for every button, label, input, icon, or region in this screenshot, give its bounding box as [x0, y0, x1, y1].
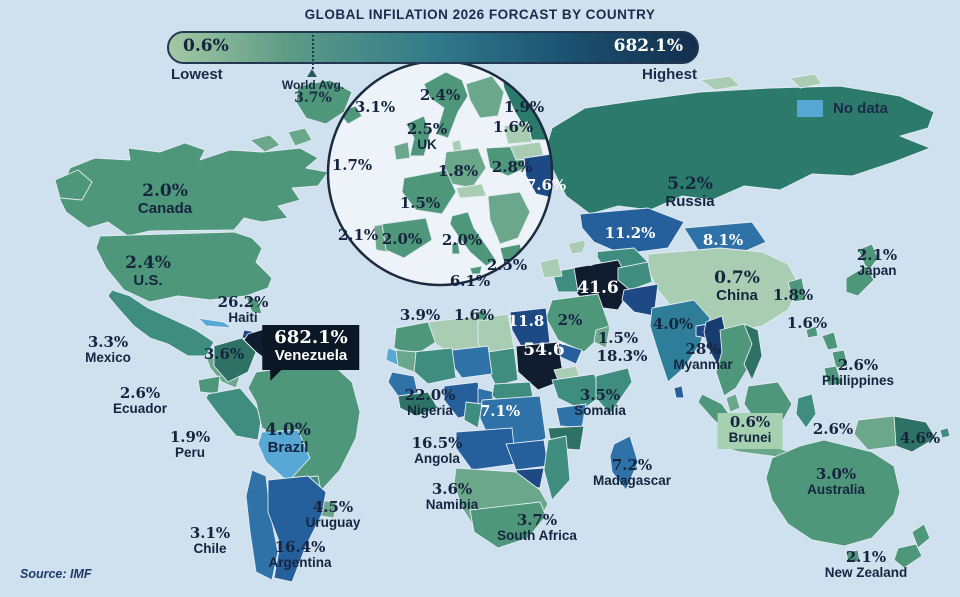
legend-gradient-bar: 0.6% 682.1% — [167, 31, 699, 64]
label-1.6: 1.6% — [492, 118, 534, 136]
label-argentina: 16.4% Argentina — [268, 538, 332, 571]
label-brazil: 4.0% Brazil — [265, 420, 311, 457]
label-madagascar: 7.2% Madagascar — [592, 456, 672, 489]
label-mexico: 3.3% Mexico — [85, 333, 131, 366]
label-brunei: 0.6% Brunei — [717, 413, 783, 450]
no-data-legend: No data — [797, 100, 888, 117]
world-avg-label: World Avg. — [281, 78, 345, 92]
label-namibia: 3.6% Namibia — [425, 480, 479, 513]
label-4.0: 4.0% — [652, 315, 694, 333]
label-canada: 2.0% Canada — [137, 181, 193, 218]
label-6.1: 6.1% — [449, 272, 491, 290]
legend-highest-label: Highest — [641, 66, 697, 83]
label-2.6: 2.6% — [812, 420, 854, 438]
label-2.5: 2.5% — [486, 256, 528, 274]
label-1.9: 1.9% — [503, 98, 545, 116]
label-1.7: 1.7% — [331, 156, 373, 174]
label-china: 0.7% China — [714, 268, 760, 305]
legend-highest-value: 682.1% — [613, 36, 683, 56]
legend-lowest-value: 0.6% — [183, 36, 229, 56]
label-nigeria: 22.0% Nigeria — [404, 386, 456, 419]
label-3.1: 3.1% — [354, 98, 396, 116]
label-1.6: 1.6% — [453, 306, 495, 324]
label-u-s-: 2.4% U.S. — [125, 253, 171, 290]
label-3.9: 3.9% — [399, 306, 441, 324]
label-2.0: 2.0% — [381, 230, 423, 248]
label-uruguay: 4.5% Uruguay — [305, 498, 361, 531]
no-data-swatch — [797, 100, 823, 117]
label-uk: 2.5% UK — [406, 120, 448, 153]
label-ecuador: 2.6% Ecuador — [112, 384, 168, 417]
region-oceania — [697, 381, 951, 569]
label-russia: 5.2% Russia — [665, 174, 715, 211]
world-avg-value: 3.7% — [294, 90, 332, 106]
label-7.1: 7.1% — [479, 402, 521, 420]
label-1.8: 1.8% — [437, 162, 479, 180]
label-venezuela: 682.1% Venezuela — [262, 325, 360, 381]
label-7.6: 7.6% — [525, 176, 567, 194]
label-3.6: 3.6% — [203, 345, 245, 363]
label-4.6: 4.6% — [899, 429, 941, 447]
label-australia: 3.0% Australia — [807, 465, 865, 498]
label-2.0: 2.0% — [441, 231, 483, 249]
label-myanmar: 28% Myanmar — [673, 340, 733, 373]
source-credit: Source: IMF — [20, 567, 92, 581]
label-chile: 3.1% Chile — [189, 524, 231, 557]
legend-lowest-label: Lowest — [171, 66, 223, 83]
label-1.5: 1.5% — [597, 329, 639, 347]
label-2.8: 2.8% — [491, 158, 533, 176]
label-south-africa: 3.7% South Africa — [497, 511, 577, 544]
label-41.6: 41.6 — [577, 278, 619, 298]
label-11.8: 11.8 — [507, 312, 545, 330]
region-africa — [385, 307, 639, 549]
world-avg-marker-icon — [307, 69, 317, 77]
world-avg-dotted-line — [312, 31, 314, 69]
label-2: 2% — [557, 311, 583, 329]
label-54.6: 54.6 — [523, 340, 565, 360]
label-new-zealand: 2.1% New Zealand — [824, 548, 908, 581]
label-2.4: 2.4% — [419, 86, 461, 104]
label-haiti: 26.2% Haiti — [217, 293, 269, 326]
label-8.1: 8.1% — [702, 231, 744, 249]
label-1.8: 1.8% — [772, 286, 814, 304]
label-11.2: 11.2% — [604, 224, 656, 242]
region-asia — [539, 73, 935, 413]
label-peru: 1.9% Peru — [169, 428, 211, 461]
label-1.5: 1.5% — [399, 194, 441, 212]
label-japan: 2.1% Japan — [856, 246, 898, 279]
label-angola: 16.5% Angola — [411, 434, 463, 467]
no-data-label: No data — [833, 100, 889, 117]
page-title: GLOBAL INFILATION 2026 FORCAST BY COUNTR… — [304, 7, 656, 22]
label-2.1: 2.1% — [337, 226, 379, 244]
label-philippines: 2.6% Philippines — [821, 356, 895, 389]
label-somalia: 3.5% Somalia — [574, 386, 626, 419]
label-1.6: 1.6% — [786, 314, 828, 332]
label-18.3: 18.3% — [596, 347, 648, 365]
region-north-america — [54, 79, 353, 389]
